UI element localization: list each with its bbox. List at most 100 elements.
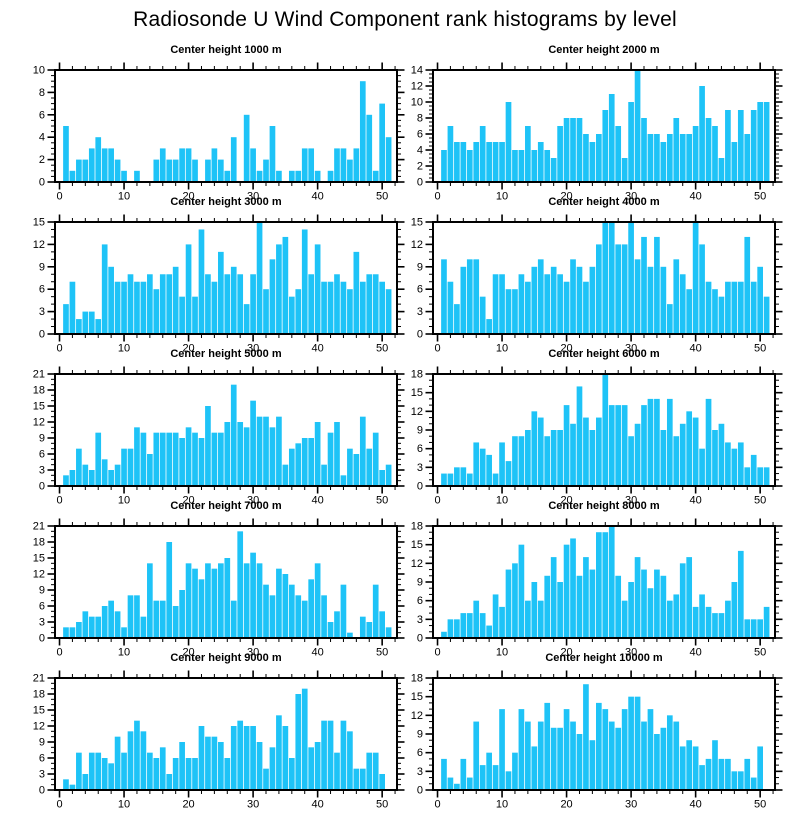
subplot-title-5000m: Center height 5000 m: [170, 348, 282, 360]
svg-text:4: 4: [39, 132, 45, 144]
svg-text:12: 12: [411, 239, 423, 251]
svg-text:2: 2: [417, 161, 423, 173]
svg-text:20: 20: [560, 799, 572, 811]
subplot-center-height-2000m: Center height 2000 m 0 10 20 30 40 50 0 2 4 6 8 10 1…: [393, 44, 783, 212]
svg-text:3: 3: [39, 769, 45, 781]
svg-text:40: 40: [312, 647, 324, 659]
svg-text:30: 30: [247, 495, 259, 507]
subplot-title-6000m: Center height 6000 m: [548, 348, 660, 360]
svg-text:2: 2: [39, 154, 45, 166]
svg-text:0: 0: [39, 177, 45, 189]
svg-text:50: 50: [376, 191, 388, 203]
svg-text:12: 12: [411, 710, 423, 722]
svg-text:50: 50: [376, 343, 388, 355]
subplot-title-4000m: Center height 4000 m: [548, 196, 660, 208]
svg-text:50: 50: [754, 191, 766, 203]
svg-text:12: 12: [33, 721, 45, 733]
svg-text:20: 20: [182, 191, 194, 203]
svg-text:6: 6: [39, 601, 45, 613]
svg-text:0: 0: [434, 647, 440, 659]
svg-text:9: 9: [417, 261, 423, 273]
svg-text:0: 0: [39, 633, 45, 645]
svg-text:10: 10: [496, 799, 508, 811]
svg-text:0: 0: [39, 785, 45, 797]
svg-text:30: 30: [625, 343, 637, 355]
subplot-center-height-9000m: Center height 9000 m 0 10 20 30 40 50 0 3 6 9 12 15…: [15, 652, 405, 820]
subplot-center-height-4000m: Center height 4000 m 0 10 20 30 40 50 0 3 6 9 12 15: [393, 196, 783, 364]
svg-text:30: 30: [247, 647, 259, 659]
svg-text:10: 10: [118, 343, 130, 355]
svg-text:8: 8: [39, 87, 45, 99]
svg-text:0: 0: [434, 799, 440, 811]
svg-text:40: 40: [312, 191, 324, 203]
svg-text:6: 6: [417, 747, 423, 759]
subplot-title-1000m: Center height 1000 m: [170, 44, 282, 56]
svg-text:15: 15: [411, 387, 423, 399]
svg-text:9: 9: [417, 425, 423, 437]
svg-text:15: 15: [33, 705, 45, 717]
svg-text:21: 21: [33, 369, 45, 381]
svg-text:12: 12: [33, 569, 45, 581]
svg-text:20: 20: [560, 343, 572, 355]
subplot-center-height-6000m: Center height 6000 m 0 10 20 30 40 50 0 3 6 9 12 15…: [393, 348, 783, 516]
svg-text:10: 10: [118, 799, 130, 811]
histogram-4000m: 0 10 20 30 40 50 0 3 6 9 12 15: [411, 214, 783, 355]
svg-text:9: 9: [39, 261, 45, 273]
svg-text:10: 10: [118, 191, 130, 203]
svg-text:0: 0: [434, 191, 440, 203]
svg-text:15: 15: [411, 539, 423, 551]
svg-text:50: 50: [754, 343, 766, 355]
subplot-title-7000m: Center height 7000 m: [170, 500, 282, 512]
svg-text:20: 20: [182, 799, 194, 811]
svg-text:0: 0: [417, 481, 423, 493]
svg-text:40: 40: [312, 343, 324, 355]
svg-text:0: 0: [417, 329, 423, 341]
svg-text:10: 10: [411, 97, 423, 109]
svg-text:9: 9: [39, 585, 45, 597]
subplot-title-8000m: Center height 8000 m: [548, 500, 660, 512]
svg-text:3: 3: [39, 617, 45, 629]
svg-text:20: 20: [182, 647, 194, 659]
subplot-title-10000m: Center height 10000 m: [545, 652, 663, 664]
svg-text:3: 3: [39, 306, 45, 318]
svg-text:0: 0: [56, 343, 62, 355]
svg-text:18: 18: [33, 537, 45, 549]
svg-text:6: 6: [417, 595, 423, 607]
svg-text:3: 3: [417, 614, 423, 626]
svg-text:10: 10: [496, 647, 508, 659]
svg-text:12: 12: [411, 558, 423, 570]
subplot-title-2000m: Center height 2000 m: [548, 44, 660, 56]
svg-text:40: 40: [690, 495, 702, 507]
svg-text:0: 0: [417, 633, 423, 645]
svg-text:20: 20: [560, 647, 572, 659]
svg-text:9: 9: [417, 729, 423, 741]
svg-text:50: 50: [754, 799, 766, 811]
histogram-2000m: 0 10 20 30 40 50 0 2 4 6 8 10 12 14: [411, 62, 783, 203]
histogram-10000m: 0 10 20 30 40 50 0 3 6 9 12 15 18: [411, 670, 783, 811]
svg-text:10: 10: [496, 191, 508, 203]
svg-text:18: 18: [411, 369, 423, 381]
svg-text:50: 50: [754, 495, 766, 507]
svg-text:40: 40: [690, 799, 702, 811]
svg-text:30: 30: [625, 799, 637, 811]
subplot-center-height-7000m: Center height 7000 m 0 10 20 30 40 50 0 3 6 9 12 15…: [15, 500, 405, 668]
svg-text:10: 10: [33, 65, 45, 77]
svg-text:30: 30: [625, 495, 637, 507]
subplot-title-3000m: Center height 3000 m: [170, 196, 282, 208]
subplot-center-height-5000m: Center height 5000 m 0 10 20 30 40 50 0 3 6 9 12 15…: [15, 348, 405, 516]
svg-text:9: 9: [39, 737, 45, 749]
svg-text:12: 12: [33, 239, 45, 251]
subplot-center-height-1000m: Center height 1000 m 0 10 20 30 40 50 0 2 4 6 8 10: [15, 44, 405, 212]
histogram-5000m: 0 10 20 30 40 50 0 3 6 9 12 15 18 21: [33, 366, 405, 507]
subplot-center-height-8000m: Center height 8000 m 0 10 20 30 40 50 0 3 6 9 12 15…: [393, 500, 783, 668]
svg-text:3: 3: [39, 465, 45, 477]
svg-text:50: 50: [376, 495, 388, 507]
svg-text:15: 15: [33, 553, 45, 565]
histogram-6000m: 0 10 20 30 40 50 0 3 6 9 12 15 18: [411, 366, 783, 507]
svg-text:0: 0: [56, 495, 62, 507]
svg-text:30: 30: [247, 799, 259, 811]
svg-text:21: 21: [33, 673, 45, 685]
svg-text:0: 0: [434, 343, 440, 355]
svg-text:6: 6: [417, 443, 423, 455]
